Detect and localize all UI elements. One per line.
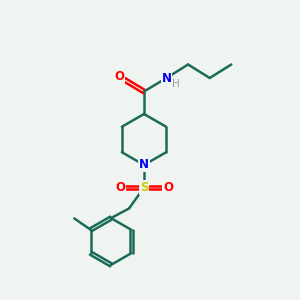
Text: N: N <box>139 158 149 172</box>
Text: O: O <box>114 70 124 83</box>
Text: S: S <box>140 181 148 194</box>
Text: N: N <box>161 71 172 85</box>
Text: H: H <box>172 79 179 89</box>
Text: O: O <box>115 181 125 194</box>
Text: O: O <box>163 181 173 194</box>
